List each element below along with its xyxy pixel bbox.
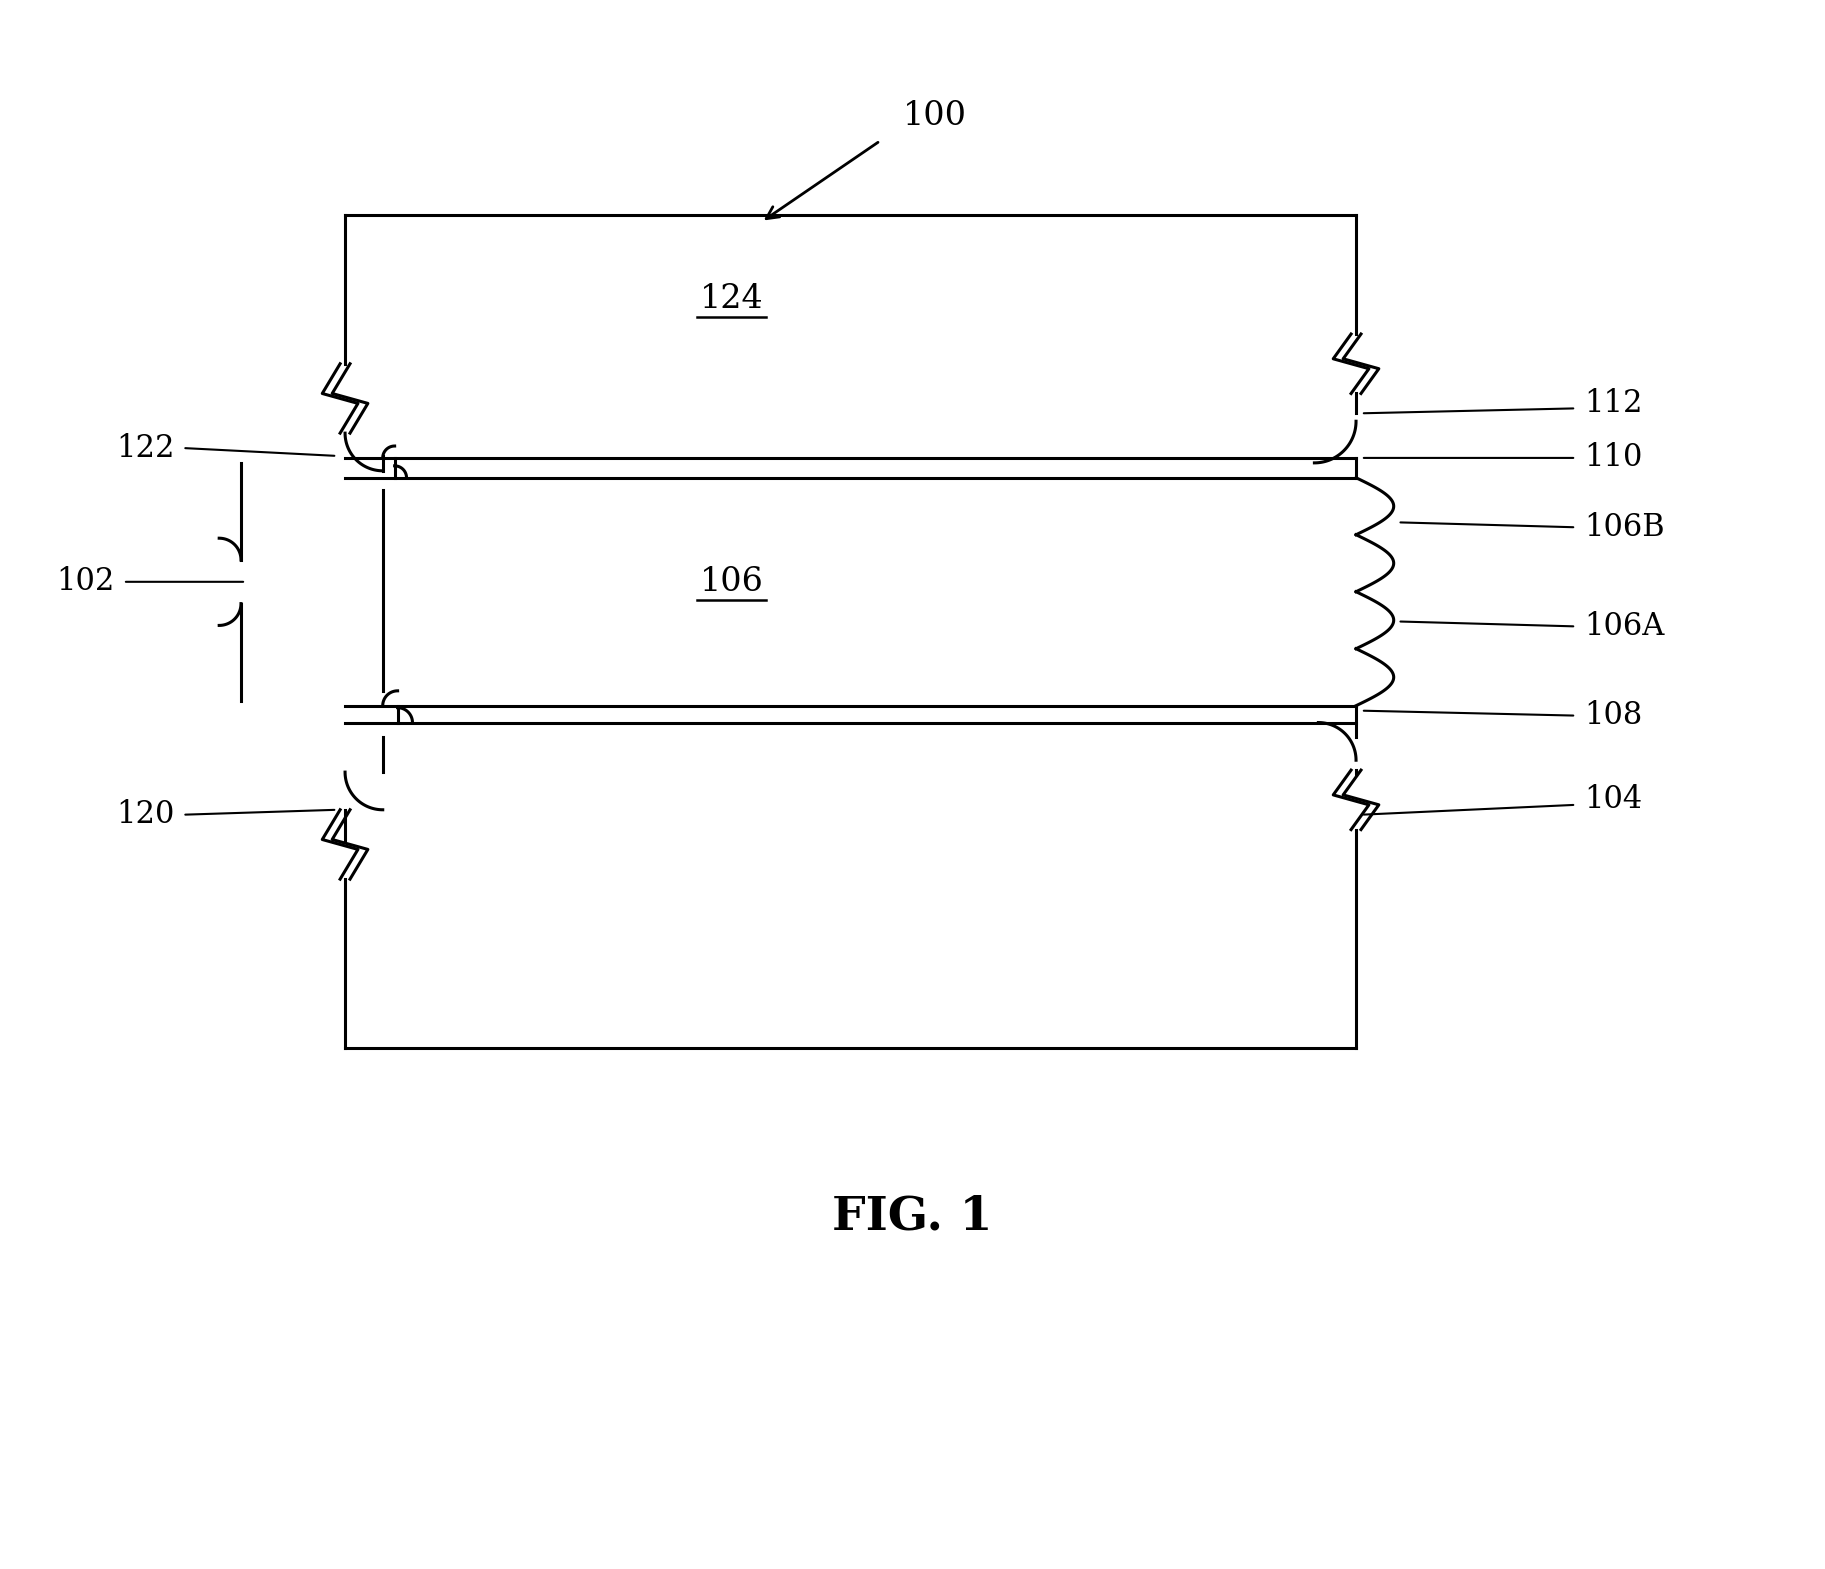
Text: 102: 102 <box>57 566 115 598</box>
Text: 124: 124 <box>699 284 763 315</box>
Text: 110: 110 <box>1584 442 1642 474</box>
Text: FIG. 1: FIG. 1 <box>832 1192 993 1240</box>
Text: 106B: 106B <box>1584 511 1664 543</box>
Text: 104: 104 <box>1584 784 1642 816</box>
Text: 106: 106 <box>699 566 763 598</box>
Text: 122: 122 <box>117 433 175 463</box>
Text: 106A: 106A <box>1584 610 1664 642</box>
Text: 108: 108 <box>1584 700 1642 731</box>
Text: 120: 120 <box>117 799 175 830</box>
Text: 100: 100 <box>903 100 967 132</box>
Text: 112: 112 <box>1584 388 1642 419</box>
